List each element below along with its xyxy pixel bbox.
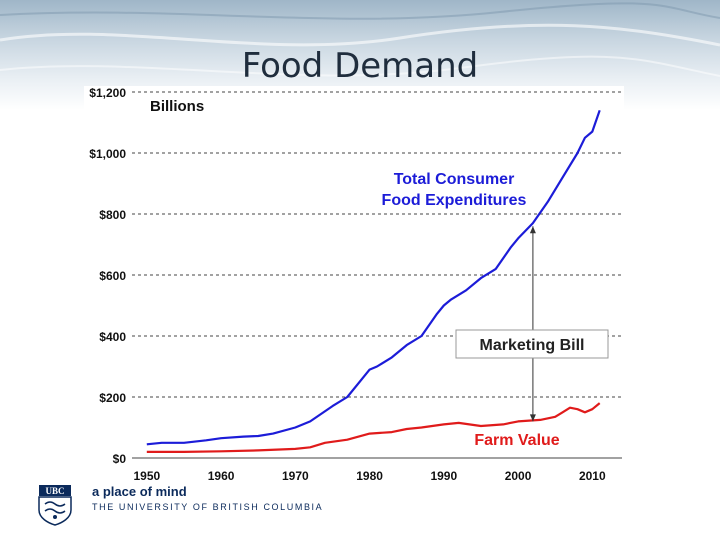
- water-ripples: [0, 2, 720, 77]
- x-tick-label: 1980: [356, 469, 383, 483]
- farm-value-line: [146, 402, 601, 453]
- x-tick-label: 2010: [579, 469, 606, 483]
- total-expenditures-label: Total Consumer: [394, 171, 515, 188]
- marketing-bill-arrowhead-down: [529, 414, 536, 422]
- farm-value-label: Farm Value: [474, 432, 559, 449]
- y-tick-label: $1,200: [89, 86, 126, 100]
- total-expenditures-label: Food Expenditures: [382, 192, 527, 209]
- y-tick-label: $0: [113, 452, 127, 466]
- marketing-bill-label: Marketing Bill: [480, 337, 585, 354]
- y-axis-label: Billions: [150, 98, 204, 115]
- y-tick-label: $600: [99, 269, 126, 283]
- x-tick-label: 2000: [505, 469, 532, 483]
- series-lines: [146, 109, 601, 453]
- x-tick-label: 1960: [208, 469, 235, 483]
- marketing-bill-arrowhead-up: [529, 226, 536, 234]
- x-tick-label: 1990: [430, 469, 457, 483]
- university-name: THE UNIVERSITY OF BRITISH COLUMBIA: [92, 502, 324, 512]
- marketing-bill-box: [455, 329, 609, 359]
- x-tick-labels: 1950 1960 1970 1980 1990 2000 2010: [133, 469, 605, 483]
- y-tick-label: $400: [99, 330, 126, 344]
- slide-title-text: Food Demand: [241, 46, 479, 86]
- ubc-crest-logo: UBC: [38, 485, 72, 526]
- x-tick-label: 1970: [282, 469, 309, 483]
- annotations: Total Consumer Food Expenditures Farm Valu…: [382, 171, 609, 449]
- y-tick-label: $800: [99, 208, 126, 222]
- chart-panel: [84, 86, 624, 482]
- total-expenditures-line: [146, 109, 601, 446]
- y-tick-labels: $0 $200 $400 $600 $800 $1,000 $1,200: [89, 86, 126, 466]
- crest-text: UBC: [45, 486, 64, 496]
- y-tick-label: $200: [99, 391, 126, 405]
- slide-title: Food Demand: [0, 46, 720, 86]
- tagline: a place of mind: [92, 484, 187, 499]
- y-tick-label: $1,000: [89, 147, 126, 161]
- x-tick-label: 1950: [133, 469, 160, 483]
